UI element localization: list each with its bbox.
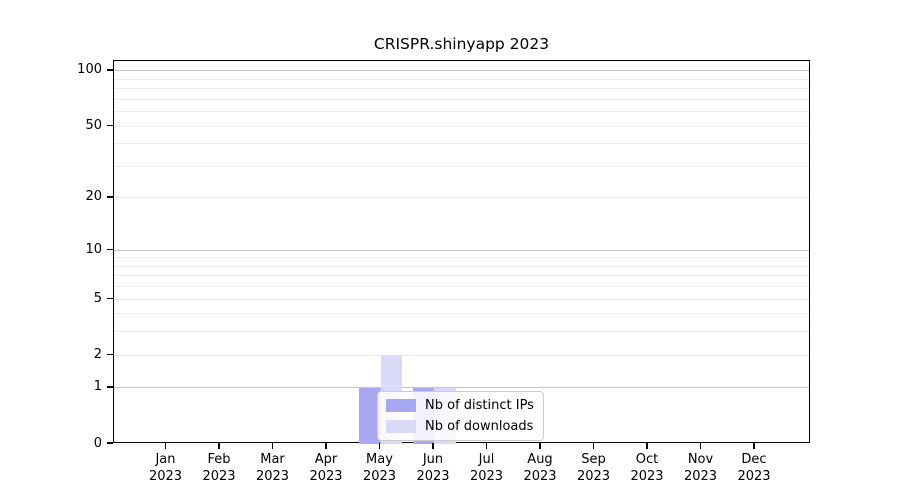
x-tick-mark (485, 443, 488, 449)
y-tick-label: 0 (93, 435, 102, 451)
y-tick-label: 1 (93, 379, 102, 395)
minor-gridline (114, 111, 809, 113)
minor-gridline (114, 257, 809, 259)
x-tick-mark (218, 443, 220, 449)
x-tick-label-jan: Jan 2023 (148, 452, 183, 484)
minor-gridline (114, 197, 809, 199)
x-tick-label-dec: Dec 2023 (737, 452, 771, 484)
minor-gridline (114, 275, 809, 277)
y-tick-mark (107, 297, 113, 299)
x-tick-mark (325, 443, 327, 449)
y-tick-label: 2 (93, 346, 102, 362)
y-tick-label: 50 (85, 117, 102, 133)
x-tick-label-jun: Jun 2023 (416, 452, 450, 484)
minor-gridline (114, 125, 809, 127)
gridlines-layer (114, 61, 809, 442)
minor-gridline (114, 354, 809, 356)
x-tick-label-mar: Mar 2023 (255, 452, 290, 484)
x-tick-mark (539, 443, 541, 449)
x-tick-label-nov: Nov 2023 (683, 452, 718, 484)
x-tick-mark (271, 443, 274, 449)
legend-row: Nb of downloads (386, 419, 534, 434)
y-tick-mark (107, 248, 113, 250)
legend-swatch-1 (386, 420, 416, 433)
x-tick-mark (592, 443, 595, 449)
y-tick-label: 100 (77, 62, 102, 78)
y-tick-mark (107, 124, 113, 126)
major-gridline (114, 387, 809, 389)
y-tick-mark (107, 386, 113, 388)
major-gridline (114, 249, 809, 251)
major-gridline (114, 70, 809, 72)
chart-title: CRISPR.shinyapp 2023 (373, 35, 550, 53)
y-tick-label: 10 (85, 241, 102, 257)
legend-row: Nb of distinct IPs (386, 398, 534, 413)
y-tick-mark (107, 196, 113, 198)
x-tick-label-may: May 2023 (362, 452, 397, 484)
x-tick-mark (378, 443, 381, 449)
minor-gridline (114, 143, 809, 145)
y-tick-mark (107, 69, 113, 71)
x-tick-mark (753, 443, 755, 449)
x-tick-label-feb: Feb 2023 (202, 452, 236, 484)
minor-gridline (114, 88, 809, 90)
minor-gridline (114, 265, 809, 267)
y-tick-label: 5 (93, 290, 102, 306)
minor-gridline (114, 298, 809, 300)
x-tick-label-oct: Oct 2023 (630, 452, 664, 484)
x-tick-mark (432, 443, 434, 449)
x-tick-label-apr: Apr 2023 (309, 452, 343, 484)
x-tick-mark (646, 443, 648, 449)
x-tick-label-aug: Aug 2023 (523, 452, 557, 484)
y-tick-mark (107, 353, 113, 355)
x-tick-mark (164, 443, 167, 449)
minor-gridline (114, 331, 809, 333)
x-tick-mark (699, 443, 702, 449)
y-tick-mark (107, 442, 113, 444)
legend-swatch-0 (386, 399, 416, 412)
minor-gridline (114, 78, 809, 80)
y-tick-label: 20 (85, 189, 102, 205)
legend-label: Nb of downloads (425, 419, 534, 434)
minor-gridline (114, 165, 809, 167)
x-tick-label-jul: Jul 2023 (469, 452, 504, 484)
legend: Nb of distinct IPs Nb of downloads (377, 391, 544, 441)
bar-may-series-0 (359, 387, 381, 444)
minor-gridline (114, 286, 809, 288)
x-tick-label-sep: Sep 2023 (576, 452, 611, 484)
plot-area (113, 60, 810, 444)
legend-label: Nb of distinct IPs (425, 398, 534, 413)
minor-gridline (114, 313, 809, 315)
minor-gridline (114, 98, 809, 100)
